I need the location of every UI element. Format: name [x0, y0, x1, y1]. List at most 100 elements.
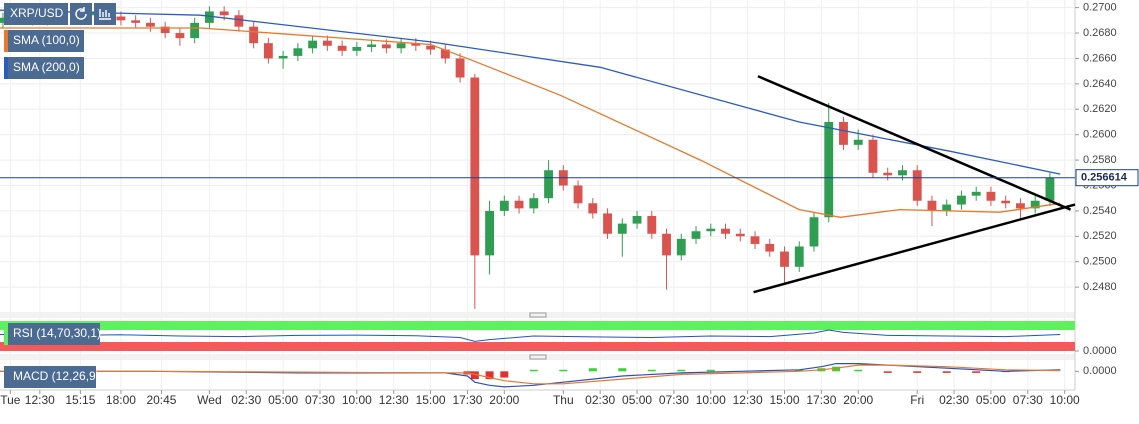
legend-box[interactable] [4, 366, 96, 388]
candle-body [381, 44, 391, 49]
legend-box[interactable] [4, 323, 100, 345]
macd-histogram-bar [500, 371, 509, 378]
candle-body [470, 77, 480, 256]
candle-body [898, 170, 907, 176]
candle-body [249, 26, 259, 44]
legend-box[interactable] [4, 57, 84, 79]
candle-body [204, 11, 214, 23]
candle-body [824, 121, 834, 218]
candle-body [263, 43, 273, 59]
candle-body [234, 15, 244, 27]
y-tick-label: 0.2500 [1083, 256, 1117, 268]
macd-histogram-bar [913, 371, 922, 373]
bars-button[interactable] [94, 3, 116, 25]
macd-histogram-bar [470, 371, 479, 380]
macd-line [0, 364, 1061, 385]
candle-body [1045, 177, 1055, 201]
candle-body [839, 121, 848, 145]
x-tick-label: 15:00 [769, 393, 799, 407]
blank-box [12, 262, 130, 295]
candle-body [750, 236, 760, 244]
candle-body [367, 44, 377, 48]
y-tick-label: 0.2580 [1083, 154, 1117, 166]
candle-body [411, 43, 421, 46]
legend-label: XRP/USD [10, 6, 64, 20]
x-tick-label: Thu [553, 393, 574, 407]
y-tick-label: 0.2640 [1083, 78, 1117, 90]
candle-body [691, 231, 701, 239]
x-tick-label: 20:00 [489, 393, 519, 407]
legend-box[interactable] [4, 3, 68, 25]
candle-body [293, 48, 303, 56]
pane-separator [0, 354, 1075, 360]
x-tick-label: 05:00 [976, 393, 1006, 407]
candle-body [1016, 203, 1025, 209]
candle-body [942, 204, 952, 211]
candle-body [868, 139, 878, 173]
candle-body [603, 213, 612, 234]
candle-body [352, 47, 362, 51]
y-tick-label: 0.0000 [1083, 345, 1117, 357]
pane-handle[interactable] [529, 312, 547, 318]
macd-histogram-bar [854, 369, 863, 372]
x-tick-label: 10:00 [696, 393, 726, 407]
legend-label: SMA (100,0) [13, 33, 80, 47]
x-tick-label: Tue [0, 393, 21, 407]
candle-body [971, 191, 981, 196]
y-tick-label: 0.2700 [1083, 2, 1117, 14]
x-tick-label: 10:00 [1050, 393, 1080, 407]
legend: XRP/USD SMA (100,0) SMA (200,0) RSI (14,… [4, 3, 116, 388]
macd-histogram-bar [832, 366, 841, 372]
candle-body [647, 215, 657, 234]
candle-body [986, 191, 996, 201]
macd-histogram-bar [883, 371, 892, 373]
candle-body [1030, 200, 1040, 209]
x-tick-label: 12:30 [733, 393, 763, 407]
legend-swatch [4, 323, 8, 345]
legend-label: MACD (12,26,9) [13, 369, 100, 383]
legend-box[interactable] [4, 30, 84, 52]
y-tick-label: 0.2480 [1083, 281, 1117, 293]
candle-body [706, 228, 716, 232]
candle-body [957, 195, 966, 205]
x-tick-label: 17:30 [452, 393, 482, 407]
y-tick-label: 0.0000 [1083, 365, 1117, 377]
last-price-box [1075, 169, 1139, 187]
candle-body [721, 228, 730, 234]
rsi-line [0, 329, 1061, 342]
candle-body [1001, 200, 1011, 204]
sma-line [0, 9, 1061, 175]
y-tick-label: 0.2600 [1083, 129, 1117, 141]
candle-body [912, 170, 922, 201]
candle-body [529, 198, 539, 209]
macd-histogram-bar [529, 369, 538, 372]
candle-body [440, 49, 450, 59]
x-tick-label: 20:45 [146, 393, 176, 407]
macd-histogram-bar [972, 371, 981, 373]
candle-body [190, 22, 200, 39]
candle-body [765, 243, 775, 252]
candle-body [927, 200, 937, 211]
candle-body [145, 22, 155, 27]
candle-body [219, 11, 229, 16]
legend-label: RSI (14,70,30,1) [13, 326, 101, 340]
macd-histogram-bar [677, 369, 686, 372]
trendline [753, 203, 1076, 294]
y-tick-label: 0.2540 [1083, 205, 1117, 217]
x-tick-label: 12:30 [379, 393, 409, 407]
macd-histogram-bar [942, 371, 951, 373]
candle-body [175, 33, 185, 39]
refresh-button[interactable] [70, 3, 92, 25]
x-tick-label: Fri [910, 393, 924, 407]
y-tick-label: 0.2660 [1083, 52, 1117, 64]
x-tick-label: 18:00 [106, 393, 136, 407]
x-tick-label: 05:00 [268, 393, 298, 407]
x-tick-label: 17:30 [806, 393, 836, 407]
candle-body [308, 40, 318, 49]
candle-body [853, 139, 863, 145]
pane-handle[interactable] [529, 354, 547, 360]
candle-body [735, 233, 745, 237]
y-tick-label: 0.2620 [1083, 103, 1117, 115]
candle-body [116, 16, 126, 21]
